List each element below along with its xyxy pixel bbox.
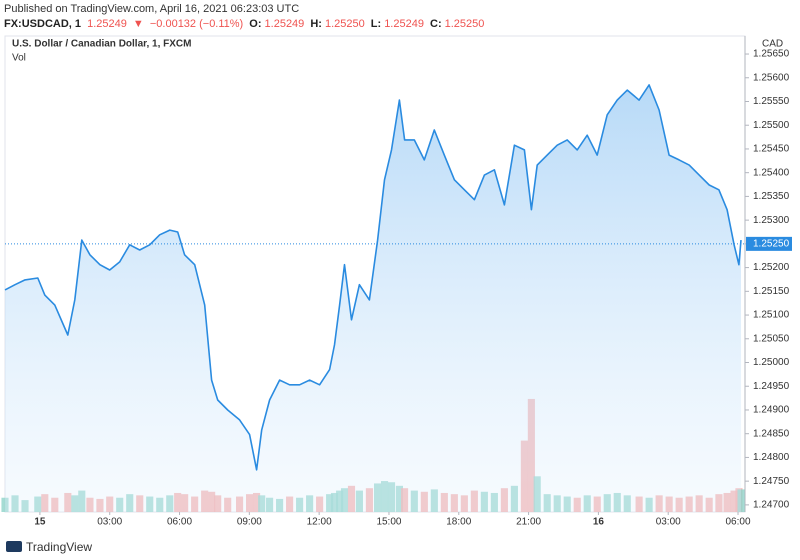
y-tick-label: 1.25350 — [753, 191, 790, 202]
y-tick-label: 1.25150 — [753, 286, 790, 297]
last-price-label: 1.25250 — [753, 239, 790, 250]
volume-label: Vol — [12, 53, 26, 64]
last-price-box — [746, 236, 792, 251]
area-fill — [5, 84, 742, 513]
x-tick-label: 16 — [593, 517, 605, 528]
published-text: Published on TradingView.com, April 16, … — [4, 3, 300, 15]
y-tick-label: 1.24800 — [753, 452, 790, 463]
y-tick-label: 1.24750 — [753, 476, 790, 487]
x-tick-label: 03:00 — [656, 517, 681, 528]
x-tick-label: 12:00 — [307, 517, 332, 528]
price-line — [4, 84, 742, 471]
change: −0.00132 (−0.11%) — [149, 18, 244, 30]
y-tick-label: 1.25400 — [753, 167, 790, 178]
volume-bar — [737, 489, 745, 512]
h-value: 1.25250 — [324, 18, 365, 30]
arrow: ▼ — [132, 18, 144, 30]
symbol-line: FX:USDCAD, 1 1.25249 ▼ −0.00132 (−0.11%)… — [4, 18, 487, 30]
y-tick-label: 1.25600 — [753, 72, 790, 83]
y-tick-label: 1.25000 — [753, 357, 790, 368]
x-tick-label: 21:00 — [516, 517, 541, 528]
last: 1.25249 — [87, 18, 127, 30]
h-label: H: — [310, 18, 322, 30]
y-tick-label: 1.24950 — [753, 381, 790, 392]
footer: TradingView — [26, 540, 93, 554]
x-tick-label: 15 — [34, 517, 46, 528]
y-tick-label: 1.25450 — [753, 144, 790, 155]
y-tick-label: 1.25200 — [753, 262, 790, 273]
o-value: 1.25249 — [264, 18, 305, 30]
y-tick-label: 1.25500 — [753, 120, 790, 131]
y-tick-label: 1.25300 — [753, 215, 790, 226]
currency-label: CAD — [762, 39, 783, 50]
l-value: 1.25249 — [384, 18, 424, 30]
c-label: C: — [430, 18, 442, 30]
l-label: L: — [370, 18, 382, 30]
chart: U.S. Dollar / Canadian Dollar, 1, FXCM V… — [1, 35, 792, 528]
logo — [6, 541, 22, 552]
y-tick-label: 1.25550 — [753, 96, 790, 107]
y-tick-label: 1.24900 — [753, 405, 790, 416]
x-tick-label: 09:00 — [237, 517, 262, 528]
y-tick-label: 1.25650 — [753, 49, 790, 60]
x-tick-label: 03:00 — [97, 517, 122, 528]
symbol: FX:USDCAD, 1 — [4, 18, 82, 30]
x-tick-label: 06:00 — [167, 517, 192, 528]
x-tick-label: 15:00 — [376, 517, 401, 528]
y-tick-label: 1.25100 — [753, 310, 790, 321]
c-value: 1.25250 — [444, 18, 485, 30]
y-tick-label: 1.24850 — [753, 428, 790, 439]
o-label: O: — [249, 18, 262, 30]
chart-title: U.S. Dollar / Canadian Dollar, 1, FXCM — [12, 39, 191, 50]
x-tick-label: 06:00 — [726, 517, 751, 528]
y-tick-label: 1.24700 — [753, 500, 790, 511]
y-tick-label: 1.25050 — [753, 333, 790, 344]
x-tick-label: 18:00 — [446, 517, 471, 528]
